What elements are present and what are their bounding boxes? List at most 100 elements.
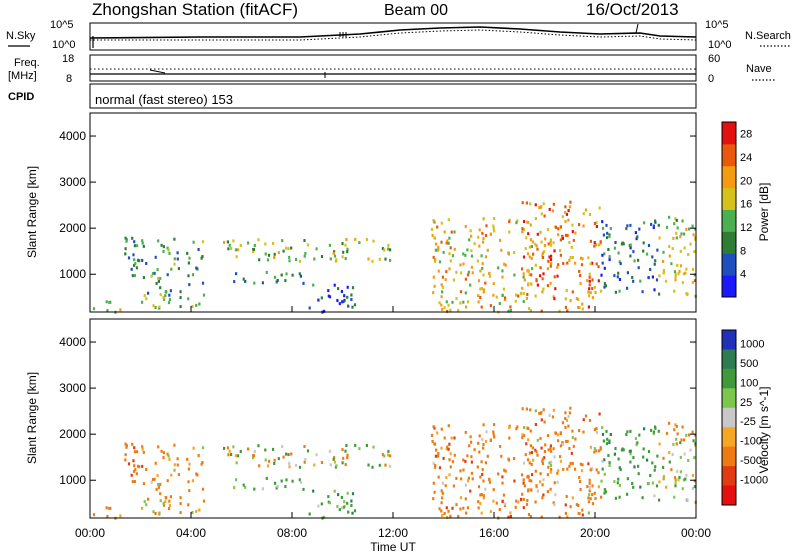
data-cell	[530, 273, 533, 277]
data-cell	[564, 297, 567, 301]
data-cell	[516, 425, 519, 429]
data-cell	[142, 244, 145, 248]
data-cell	[346, 250, 349, 254]
colorbar-segment	[722, 143, 736, 167]
data-cell	[578, 475, 581, 479]
data-cell	[441, 285, 444, 289]
data-cell	[188, 283, 191, 287]
data-cell	[485, 430, 488, 434]
data-cell	[652, 432, 655, 436]
data-cell	[674, 478, 677, 482]
data-cell	[674, 272, 677, 276]
data-cell	[678, 269, 681, 273]
data-cell	[131, 480, 134, 484]
data-cell	[273, 256, 276, 259]
data-cell	[662, 259, 665, 263]
data-cell	[188, 489, 191, 493]
freq-panel-frame	[89, 54, 697, 82]
data-cell	[478, 434, 481, 438]
data-cell	[160, 449, 163, 453]
data-cell	[197, 248, 200, 251]
data-cell	[679, 249, 682, 253]
data-cell	[258, 464, 261, 468]
data-cell	[530, 451, 533, 454]
data-cell	[226, 446, 229, 450]
data-cell	[581, 508, 584, 512]
data-cell	[565, 289, 568, 292]
data-cell	[550, 262, 553, 265]
data-cell	[534, 469, 537, 473]
data-cell	[593, 244, 596, 248]
data-cell	[550, 468, 553, 471]
data-cell	[568, 258, 571, 262]
data-cell	[350, 293, 353, 297]
data-cell	[335, 258, 338, 262]
data-cell	[581, 307, 584, 311]
data-cell	[588, 287, 591, 291]
data-cell	[431, 233, 434, 237]
data-cell	[258, 258, 261, 262]
data-cell	[154, 512, 157, 515]
data-cell	[327, 495, 330, 499]
data-cell	[507, 458, 511, 462]
data-cell	[638, 227, 641, 231]
data-cell	[689, 242, 692, 246]
data-cell	[529, 238, 532, 242]
data-cell	[564, 211, 567, 214]
data-cell	[503, 262, 506, 266]
data-cell	[451, 506, 454, 510]
data-cell	[587, 496, 590, 500]
data-cell	[501, 293, 504, 297]
data-cell	[303, 239, 306, 242]
data-cell	[328, 295, 332, 299]
data-cell	[539, 266, 542, 270]
y-tick-label: 4000	[59, 129, 86, 143]
data-cell	[465, 305, 468, 309]
data-cell	[522, 272, 525, 276]
velocity-colorbar: 1000 500 100 25 -25 -100 -500 -1000	[721, 329, 768, 506]
colorbar-segment	[722, 388, 736, 409]
data-cell	[557, 439, 560, 443]
data-cell	[553, 275, 556, 279]
data-cell	[432, 425, 435, 429]
data-cell	[187, 503, 190, 507]
data-cell	[673, 222, 676, 226]
data-cell	[442, 250, 445, 254]
data-cell	[670, 468, 673, 472]
data-cell	[633, 259, 636, 263]
data-cell	[145, 297, 148, 301]
data-cell	[534, 203, 537, 207]
data-cell	[679, 455, 682, 459]
data-cell	[536, 247, 539, 251]
data-cell	[252, 250, 255, 254]
data-cell	[153, 271, 156, 275]
data-cell	[133, 263, 136, 267]
data-cell	[455, 503, 458, 507]
data-cell	[676, 263, 679, 267]
data-cell	[524, 453, 527, 457]
data-cell	[239, 450, 242, 453]
data-cell	[665, 431, 669, 435]
colorbar-segment	[722, 330, 736, 350]
time-axis: 00:00 04:00 08:00 12:00 16:00 20:00 00:00	[75, 526, 711, 540]
data-cell	[501, 499, 504, 503]
data-cell	[372, 239, 375, 243]
data-cell	[614, 241, 617, 244]
data-cell	[476, 259, 479, 263]
data-cell	[288, 259, 291, 263]
data-cell	[328, 449, 331, 453]
data-cell	[470, 440, 473, 444]
data-cell	[455, 297, 458, 301]
data-cell	[662, 269, 665, 272]
data-cell	[589, 239, 592, 243]
data-cell	[609, 433, 612, 436]
data-cell	[688, 227, 691, 231]
data-cell	[166, 246, 169, 250]
data-cell	[550, 243, 553, 247]
data-cell	[584, 414, 588, 418]
data-cell	[141, 239, 144, 243]
data-cell	[344, 257, 347, 261]
data-cell	[304, 251, 307, 255]
data-cell	[358, 447, 361, 451]
data-cell	[350, 504, 353, 507]
